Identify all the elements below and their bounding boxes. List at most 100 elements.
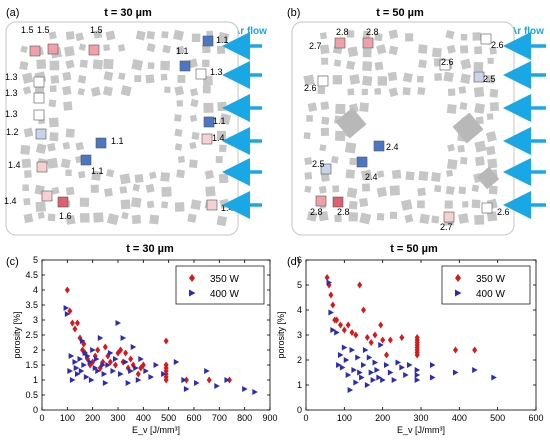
specimen (457, 144, 465, 153)
specimen (489, 102, 499, 112)
specimen (486, 75, 495, 84)
y-tick-label: 4 (33, 285, 38, 295)
specimen (332, 185, 340, 193)
porosity-value-label: 2.6 (441, 57, 454, 67)
specimen (404, 214, 414, 223)
data-point (88, 377, 95, 383)
data-point (64, 286, 70, 294)
data-point (399, 334, 405, 341)
specimen (318, 211, 329, 222)
data-point (224, 377, 230, 383)
specimen (320, 101, 330, 111)
y-axis-label: porosity [%] (276, 311, 286, 358)
data-point (102, 380, 109, 386)
specimen (62, 141, 71, 150)
specimen (219, 144, 227, 153)
specimen (134, 75, 142, 83)
data-point (330, 327, 336, 333)
x-tick-label: 300 (110, 413, 125, 423)
x-tick-label: 800 (237, 413, 252, 423)
data-point (204, 368, 210, 374)
specimen (471, 184, 480, 193)
specimen (387, 71, 398, 82)
data-point (135, 377, 142, 383)
data-point (407, 362, 413, 368)
panel-a-label: (a) (6, 7, 19, 19)
specimen (444, 200, 453, 209)
data-point (83, 374, 90, 380)
data-point (69, 377, 76, 383)
porosity-value-label: 2.7 (440, 222, 453, 232)
data-point (359, 374, 365, 381)
data-point (120, 335, 127, 341)
data-point (133, 365, 139, 371)
specimen (473, 86, 485, 98)
data-point (472, 367, 478, 373)
data-point (206, 376, 212, 384)
specimen (374, 61, 384, 71)
data-point (74, 371, 81, 377)
specimen (103, 44, 110, 51)
data-point (90, 347, 96, 353)
data-point (380, 377, 386, 383)
data-point (93, 356, 100, 362)
specimen (19, 61, 29, 71)
specimen (486, 211, 498, 222)
specimen (418, 44, 428, 54)
porosity-value-label: 1.1 (216, 35, 229, 45)
specimen (149, 214, 160, 225)
specimen (304, 172, 313, 180)
data-point (362, 347, 369, 353)
panel-b-annotation: Ar flow (510, 26, 544, 37)
data-point (92, 365, 99, 371)
specimen (177, 74, 186, 84)
y-tick-label: 0 (297, 405, 302, 415)
specimen (405, 171, 415, 181)
specimen (447, 143, 455, 152)
data-point (328, 291, 334, 299)
specimen (77, 170, 86, 179)
specimen (90, 184, 99, 193)
specimen (389, 211, 398, 219)
specimen (161, 186, 172, 197)
specimen (48, 117, 59, 128)
panel-d: (d) t = 50 µm 0 100 200 300 400 500 600 0 1 2 3 4 5 6 E… (276, 243, 544, 435)
porosity-value-label: 1.4 (212, 133, 225, 143)
x-tick-label: 200 (85, 413, 100, 423)
specimen (132, 183, 141, 192)
data-point (101, 371, 108, 377)
x-tick-label: 700 (212, 413, 227, 423)
data-point (324, 274, 330, 281)
specimen (49, 85, 57, 93)
specimen (489, 88, 499, 98)
data-point (183, 386, 190, 392)
specimen (374, 87, 382, 95)
specimen (348, 212, 358, 222)
specimen (176, 45, 185, 55)
data-point (430, 362, 436, 368)
porosity-specimen (481, 202, 493, 214)
porosity-value-label: 2.6 (497, 207, 510, 217)
specimen (348, 200, 358, 210)
data-point (110, 368, 116, 374)
data-point (370, 377, 377, 383)
ar-flow-arrows-b (503, 32, 546, 219)
data-point (334, 329, 340, 336)
specimen (105, 30, 116, 41)
data-point (328, 309, 334, 316)
porosity-value-label: 1.3 (5, 88, 18, 98)
specimen (35, 143, 47, 154)
large-specimen (476, 166, 500, 190)
specimen (376, 186, 388, 198)
specimen (303, 132, 311, 140)
porosity-specimen (29, 45, 41, 57)
legend-label: 350 W (210, 274, 239, 285)
data-point (430, 374, 436, 381)
y-tick-label: 2.5 (25, 330, 38, 340)
specimen (349, 74, 361, 85)
specimen (459, 45, 469, 54)
specimen (362, 30, 371, 39)
porosity-specimen (41, 190, 53, 202)
data-point (345, 321, 351, 329)
data-point (118, 371, 124, 377)
